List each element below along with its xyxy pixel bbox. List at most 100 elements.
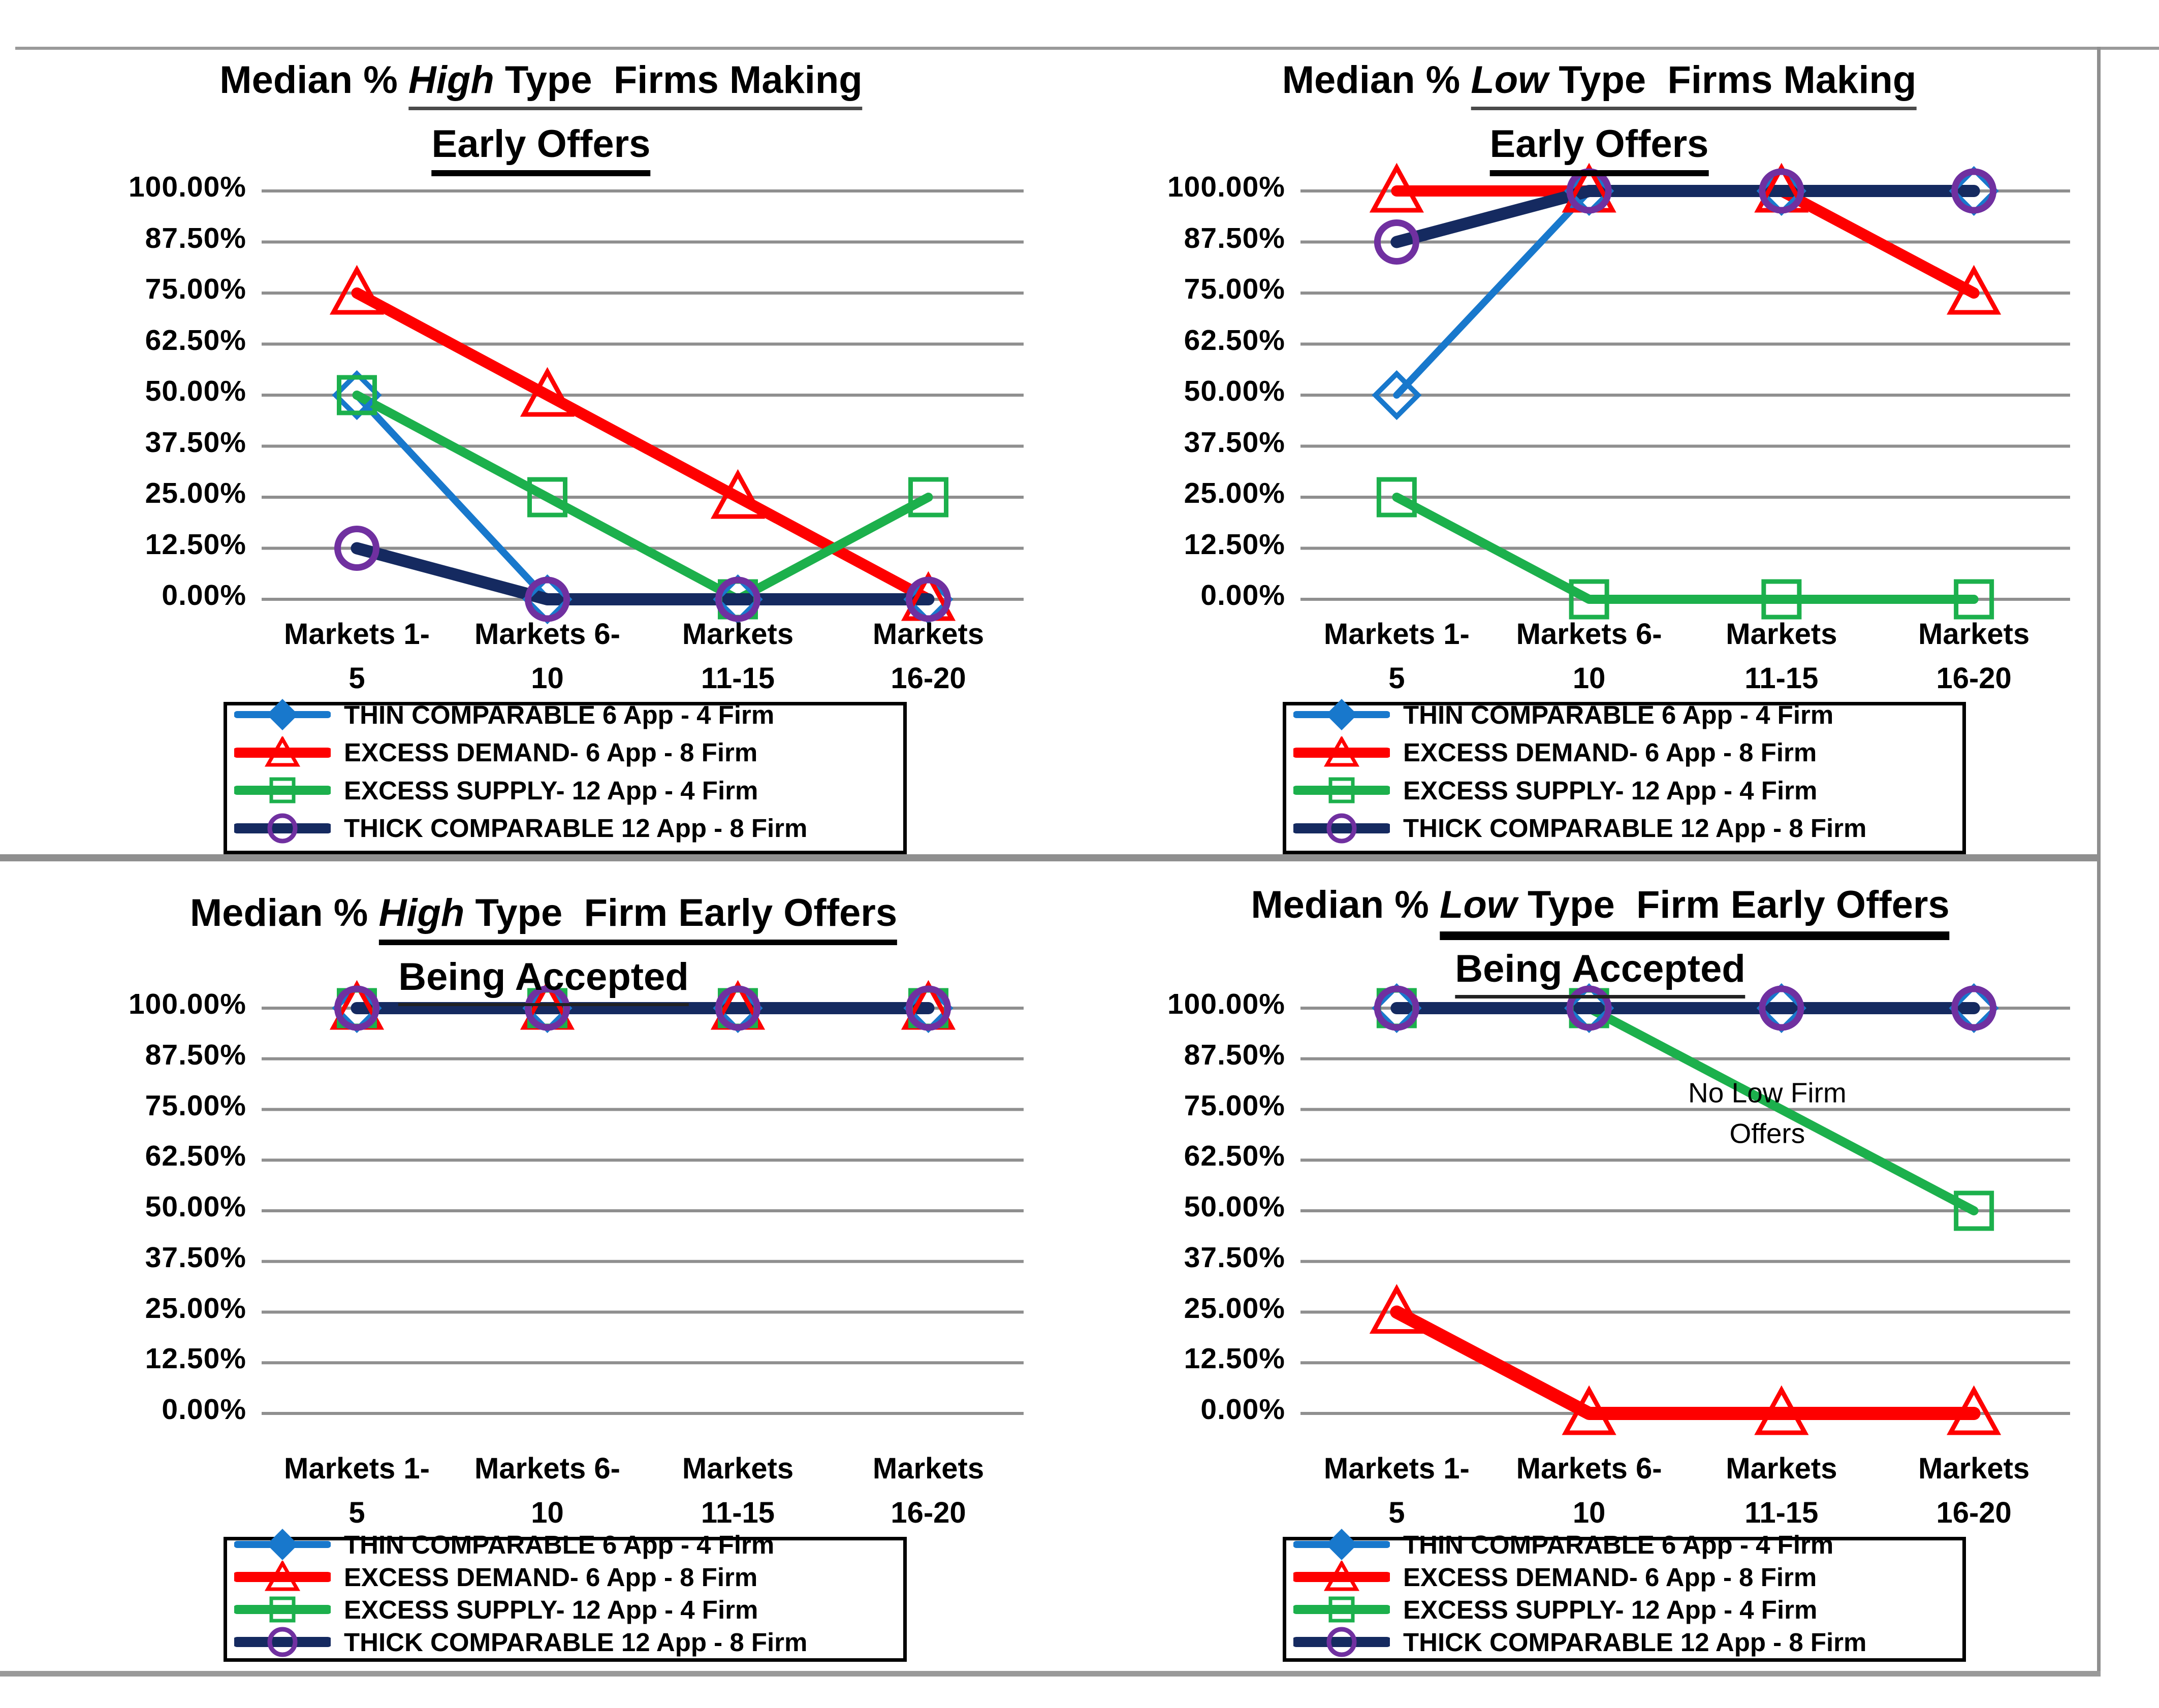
y-axis-tick-label: 25.00%	[1184, 1292, 1285, 1325]
legend-item: EXCESS DEMAND- 6 App - 8 Firm	[1293, 1561, 1955, 1593]
x-axis-category-label: Markets 11-15	[1675, 612, 1888, 700]
x-axis-category-label: Markets 16-20	[1867, 1446, 2081, 1535]
gridlines	[262, 189, 1024, 601]
x-category-line2: 16-20	[1936, 1496, 2012, 1529]
chart-title-line2: Early Offers	[1282, 119, 1917, 177]
x-category-line1: Markets 6-	[1516, 618, 1662, 651]
legend-item: EXCESS SUPPLY- 12 App - 4 Firm	[1293, 774, 1955, 807]
chart-title-line1: Median % Low Type Firms Making	[1282, 58, 1917, 110]
y-axis-tick-label: 87.50%	[145, 221, 246, 254]
chart-title-line2: Early Offers	[219, 119, 862, 177]
x-category-line1: Markets 1-	[1323, 1452, 1470, 1485]
legend-item: THICK COMPARABLE 12 App - 8 Firm	[234, 1626, 896, 1658]
square-marker-icon	[1954, 1190, 1994, 1231]
legend-key-icon	[234, 1561, 331, 1591]
legend-key-icon	[234, 699, 331, 731]
circle-marker-icon	[715, 576, 760, 622]
chart-title-line2: Being Accepted	[1251, 944, 1949, 999]
y-axis-tick-label: 25.00%	[145, 1292, 246, 1325]
legend-item-label: THIN COMPARABLE 6 App - 4 Firm	[344, 700, 775, 729]
y-axis-tick-label: 62.50%	[1184, 1140, 1285, 1173]
legend-item-label: THICK COMPARABLE 12 App - 8 Firm	[1403, 1627, 1867, 1657]
legend-item: EXCESS DEMAND- 6 App - 8 Firm	[234, 736, 896, 769]
triangle-marker-icon	[1369, 163, 1424, 213]
legend-key-icon	[234, 813, 331, 844]
y-axis-tick-label: 100.00%	[1167, 988, 1285, 1021]
y-axis-tick-label: 75.00%	[1184, 1089, 1285, 1122]
y-axis-tick-label: 37.50%	[145, 426, 246, 459]
circle-marker-icon	[715, 985, 760, 1031]
legend-key-icon	[234, 1627, 331, 1657]
x-axis-category-label: Markets 16-20	[822, 612, 1035, 700]
y-axis-tick-label: 100.00%	[128, 988, 246, 1021]
x-category-line1: Markets 6-	[1516, 1452, 1662, 1485]
square-marker-icon	[1376, 477, 1417, 518]
diamond-marker-icon	[332, 370, 382, 421]
annotation-line1: No Low Firm	[1688, 1077, 1847, 1109]
square-marker-icon	[1569, 579, 1609, 620]
legend-key-icon	[234, 1596, 331, 1623]
legend-item-label: THICK COMPARABLE 12 App - 8 Firm	[344, 1627, 808, 1657]
x-category-line2: 11-15	[1744, 662, 1819, 695]
legend-item: THIN COMPARABLE 6 App - 4 Firm	[1293, 1528, 1955, 1561]
square-marker-icon	[1954, 579, 1994, 620]
legend-item: EXCESS DEMAND- 6 App - 8 Firm	[234, 1561, 896, 1593]
triangle-marker-icon	[329, 265, 385, 315]
legend-item: THIN COMPARABLE 6 App - 4 Firm	[234, 1528, 896, 1561]
x-category-line2: 11-15	[701, 662, 775, 695]
y-axis-tick-label: 50.00%	[1184, 1190, 1285, 1223]
circle-marker-icon	[1759, 985, 1804, 1031]
x-axis-category-label: Markets 11-15	[631, 612, 845, 700]
x-axis-category-label: Markets 11-15	[1675, 1446, 1888, 1535]
legend-item-label: THICK COMPARABLE 12 App - 8 Firm	[344, 814, 808, 843]
x-category-line1: Markets 6-	[474, 1452, 620, 1485]
legend-item-label: THICK COMPARABLE 12 App - 8 Firm	[1403, 814, 1867, 843]
square-marker-icon	[908, 477, 948, 518]
series-line	[1392, 493, 1979, 604]
x-category-line2: 5	[348, 662, 365, 695]
y-axis-tick-label: 0.00%	[1200, 579, 1285, 612]
legend-item-label: THIN COMPARABLE 6 App - 4 Firm	[1403, 1530, 1834, 1559]
legend-item: THICK COMPARABLE 12 App - 8 Firm	[234, 812, 896, 845]
x-axis-category-label: Markets 1- 5	[1290, 612, 1503, 700]
x-category-line2: 16-20	[1936, 662, 2012, 695]
legend-key-icon	[1293, 1529, 1390, 1560]
legend-key-icon	[234, 1529, 331, 1560]
triangle-marker-icon	[710, 469, 766, 519]
x-category-line2: 16-20	[891, 662, 966, 695]
legend-key-icon	[1293, 699, 1390, 731]
x-category-line2: 10	[1572, 662, 1606, 695]
triangle-marker-icon	[1562, 1385, 1616, 1435]
square-marker-icon	[1761, 579, 1802, 620]
triangle-marker-icon	[1369, 1284, 1424, 1334]
legend-key-icon	[234, 736, 331, 767]
x-axis-category-label: Markets 1- 5	[250, 612, 464, 700]
triangle-marker-icon	[1947, 265, 2002, 315]
y-axis-tick-label: 75.00%	[145, 1089, 246, 1122]
y-axis-tick-label: 62.50%	[1184, 324, 1285, 357]
circle-marker-icon	[906, 576, 951, 622]
legend-item: THICK COMPARABLE 12 App - 8 Firm	[1293, 812, 1955, 845]
x-category-line2: 10	[531, 1496, 564, 1529]
x-axis-category-label: Markets 1- 5	[1290, 1446, 1503, 1535]
square-marker-icon	[527, 477, 567, 518]
x-category-line1: Markets 1-	[284, 1452, 430, 1485]
x-category-line1: Markets 6-	[474, 618, 620, 651]
x-category-line2: 11-15	[701, 1496, 775, 1529]
x-axis-category-label: Markets 6- 10	[441, 1446, 654, 1535]
x-category-line2: 5	[1388, 662, 1405, 695]
y-axis-tick-label: 100.00%	[128, 171, 246, 204]
frame-middle-divider	[0, 854, 2101, 861]
circle-marker-icon	[1566, 168, 1612, 214]
x-category-line1: Markets	[1918, 618, 2030, 651]
chart-title-high-accepted: Median % High Type Firm Early Offers Bei…	[190, 888, 898, 1007]
chart-legend: THIN COMPARABLE 6 App - 4 Firm EXCESS DEM…	[224, 1529, 907, 1662]
legend-item: EXCESS SUPPLY- 12 App - 4 Firm	[234, 1593, 896, 1626]
series-line	[351, 542, 935, 605]
legend-item-label: EXCESS DEMAND- 6 App - 8 Firm	[344, 738, 758, 767]
legend-item: THICK COMPARABLE 12 App - 8 Firm	[1293, 1626, 1955, 1658]
y-axis-tick-label: 25.00%	[145, 477, 246, 510]
legend-item: EXCESS DEMAND- 6 App - 8 Firm	[1293, 736, 1955, 769]
legend-item-label: EXCESS SUPPLY- 12 App - 4 Firm	[344, 776, 758, 805]
